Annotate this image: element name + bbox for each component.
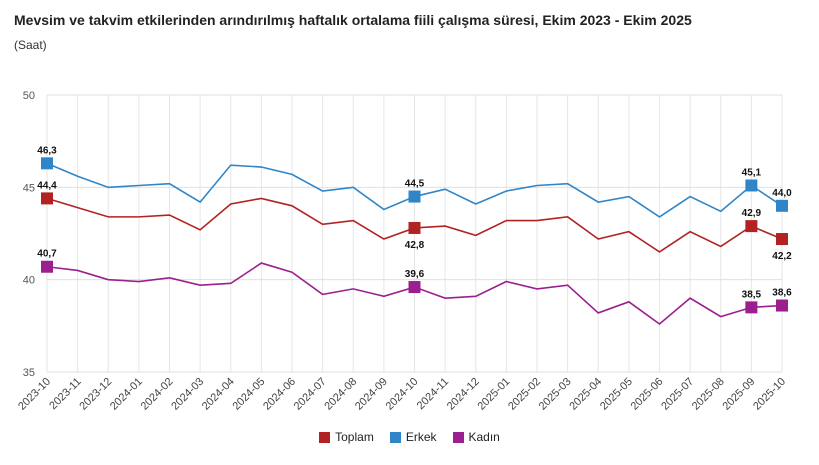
legend-label-kadin: Kadın bbox=[468, 430, 500, 444]
data-point-marker bbox=[776, 299, 788, 312]
data-point-marker bbox=[745, 179, 758, 192]
data-label: 45,1 bbox=[742, 167, 762, 178]
chart-title: Mevsim ve takvim etkilerinden arındırılm… bbox=[14, 12, 692, 28]
legend-swatch-kadin bbox=[452, 431, 464, 443]
data-label: 44,5 bbox=[405, 179, 425, 190]
data-point-marker bbox=[41, 157, 53, 170]
x-tick-label: 2024-04 bbox=[200, 376, 237, 413]
x-tick-label: 2024-01 bbox=[108, 376, 145, 413]
y-tick-label: 45 bbox=[23, 182, 35, 194]
legend-item-toplam[interactable]: Toplam bbox=[319, 430, 374, 444]
y-tick-label: 50 bbox=[23, 90, 35, 102]
x-tick-label: 2024-07 bbox=[292, 376, 329, 413]
x-tick-label: 2025-10 bbox=[751, 376, 788, 413]
data-label: 39,6 bbox=[405, 269, 425, 280]
data-label: 44,0 bbox=[772, 188, 792, 199]
data-label: 44,4 bbox=[37, 180, 57, 191]
x-tick-label: 2025-02 bbox=[506, 376, 543, 413]
x-tick-label: 2025-03 bbox=[537, 376, 574, 413]
x-tick-label: 2024-02 bbox=[139, 376, 176, 413]
legend-label-toplam: Toplam bbox=[335, 430, 374, 444]
data-point-marker bbox=[41, 192, 53, 205]
x-tick-label: 2024-05 bbox=[230, 376, 267, 413]
chart-subtitle: (Saat) bbox=[14, 38, 47, 52]
data-label: 38,5 bbox=[742, 289, 762, 300]
legend-swatch-toplam bbox=[319, 431, 331, 443]
chart-legend: Toplam Erkek Kadın bbox=[0, 430, 819, 444]
data-label: 42,9 bbox=[742, 208, 762, 219]
data-point-marker bbox=[408, 190, 421, 203]
data-label: 40,7 bbox=[37, 249, 57, 260]
data-point-marker bbox=[776, 233, 788, 246]
y-tick-label: 35 bbox=[23, 367, 35, 379]
x-tick-label: 2024-10 bbox=[384, 376, 421, 413]
x-tick-label: 2025-04 bbox=[567, 376, 604, 413]
data-label: 42,2 bbox=[772, 251, 792, 262]
x-tick-label: 2023-12 bbox=[77, 376, 114, 413]
data-label: 46,3 bbox=[37, 145, 57, 156]
x-tick-label: 2025-09 bbox=[720, 376, 757, 413]
x-tick-label: 2023-11 bbox=[47, 376, 83, 412]
x-tick-label: 2023-10 bbox=[16, 376, 53, 413]
x-tick-label: 2024-03 bbox=[169, 376, 206, 413]
x-tick-label: 2024-06 bbox=[261, 376, 298, 413]
legend-item-kadin[interactable]: Kadın bbox=[452, 430, 500, 444]
data-point-marker bbox=[745, 301, 758, 314]
data-label: 42,8 bbox=[405, 240, 425, 251]
x-tick-label: 2024-12 bbox=[445, 376, 482, 413]
data-label: 38,6 bbox=[772, 288, 792, 299]
x-tick-label: 2024-11 bbox=[415, 376, 451, 412]
legend-item-erkek[interactable]: Erkek bbox=[389, 430, 437, 444]
data-point-marker bbox=[408, 221, 421, 234]
data-point-marker bbox=[776, 199, 788, 212]
x-tick-label: 2025-08 bbox=[690, 376, 727, 413]
x-tick-label: 2025-01 bbox=[475, 376, 512, 413]
data-point-marker bbox=[745, 220, 758, 233]
x-tick-label: 2025-06 bbox=[629, 376, 666, 413]
x-tick-label: 2025-07 bbox=[659, 376, 696, 413]
legend-label-erkek: Erkek bbox=[405, 430, 437, 444]
legend-swatch-erkek bbox=[389, 431, 401, 443]
x-tick-label: 2025-05 bbox=[598, 376, 635, 413]
y-tick-label: 40 bbox=[23, 275, 35, 287]
x-tick-label: 2024-08 bbox=[322, 376, 359, 413]
x-tick-label: 2024-09 bbox=[353, 376, 390, 413]
data-point-marker bbox=[41, 260, 53, 273]
data-point-marker bbox=[408, 281, 421, 294]
